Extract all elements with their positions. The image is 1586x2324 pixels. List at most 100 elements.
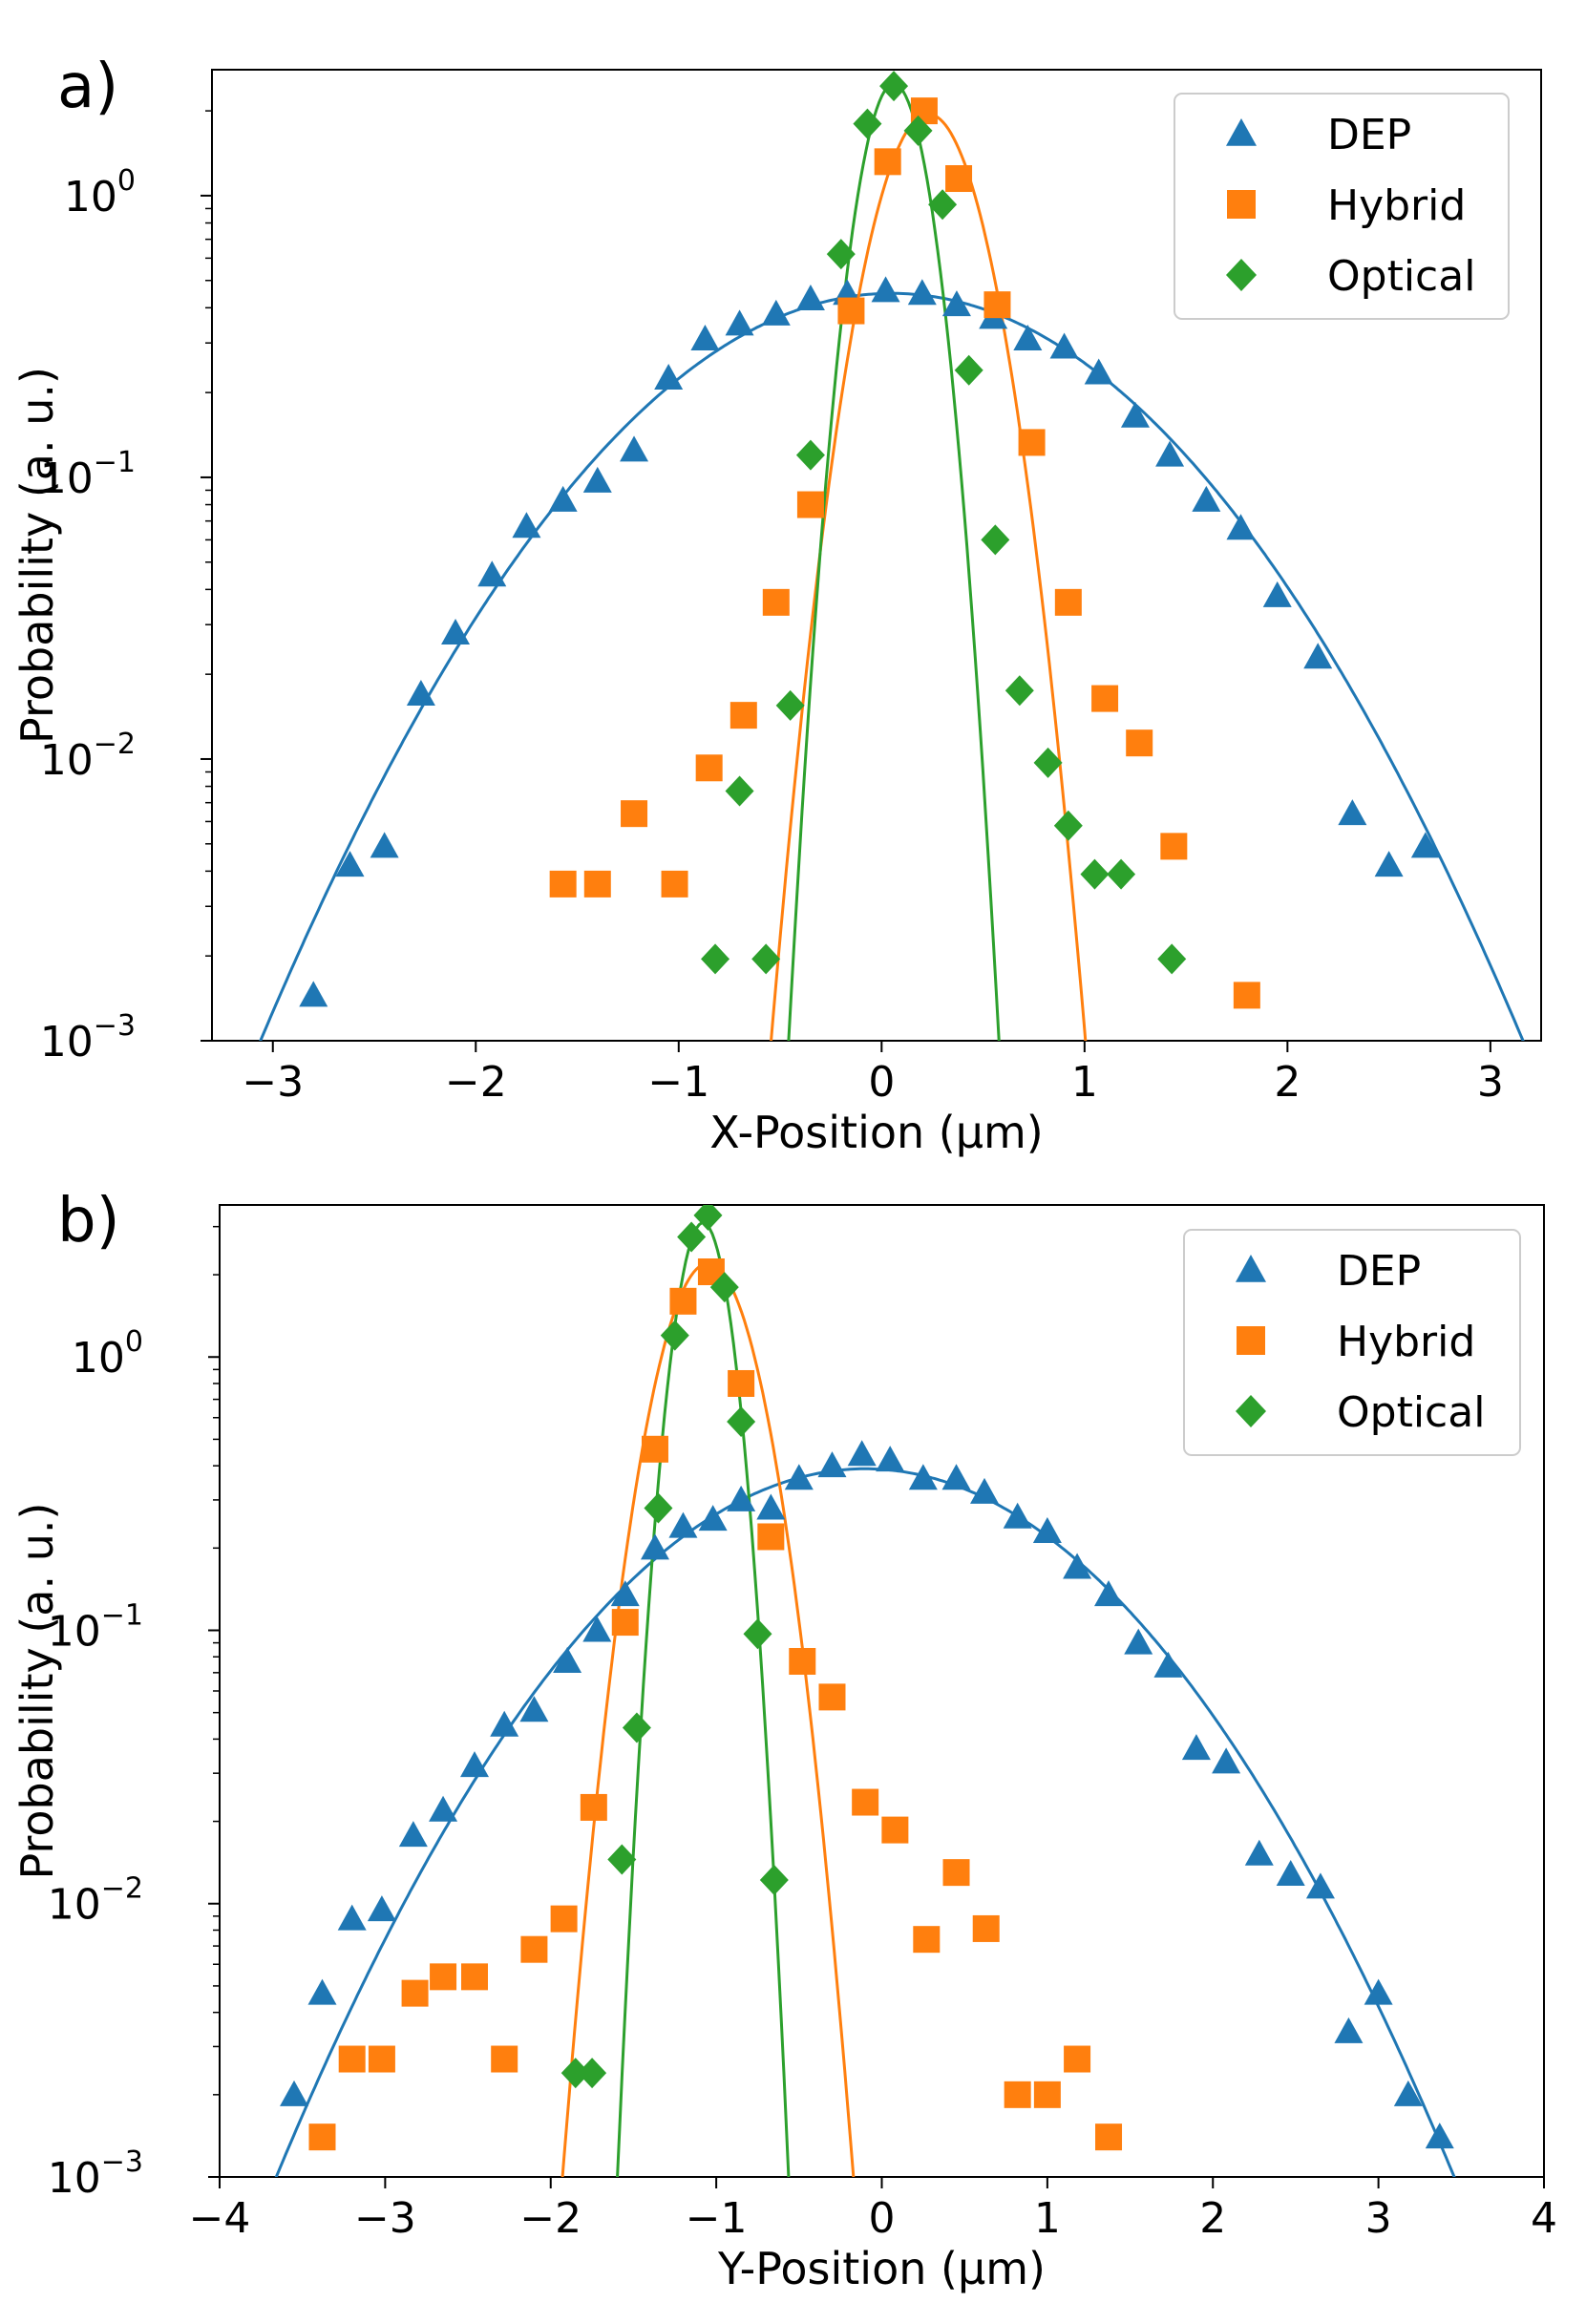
data-point-hybrid [611,1609,639,1637]
data-point-dep [756,1493,786,1520]
data-point-dep [1192,485,1221,512]
data-point-hybrid [983,291,1011,319]
x-tick-label: −4 [189,2194,251,2243]
data-point-dep [367,1895,396,1922]
y-tick-label: 10−2 [48,1872,143,1930]
y-tick-exponent: −3 [101,2145,143,2179]
data-point-dep [1305,1872,1335,1899]
x-tick-label: 3 [1365,2194,1392,2243]
data-point-dep [817,1451,847,1478]
data-point-optical [693,1205,723,1231]
y-tick-base: 10 [72,1334,125,1383]
x-tick-label: 4 [1531,2194,1557,2243]
data-point-hybrid [757,1523,785,1551]
data-point-hybrid [550,1905,578,1933]
y-tick-base: 10 [48,1607,101,1656]
data-point-optical [826,239,856,270]
data-point-dep [1155,440,1185,467]
fit-curve-dep [274,1467,1456,2177]
data-point-hybrid [1033,2081,1061,2108]
data-point-hybrid [1064,2045,1091,2073]
data-point-optical [644,1492,673,1524]
data-point-optical [981,524,1010,556]
y-tick-base: 10 [48,1881,101,1930]
data-point-dep [1262,581,1292,607]
data-point-hybrid [913,1926,941,1954]
data-point-hybrid [837,297,865,325]
data-point-dep [1374,851,1404,877]
legend-marker-hybrid [1237,1326,1265,1355]
fit-curve-optical [787,82,1001,1041]
data-point-optical [560,2058,590,2089]
data-point-dep [398,1821,428,1848]
data-point-dep [335,851,365,877]
x-tick-label: 1 [1071,1058,1098,1107]
data-point-dep [1244,1839,1274,1866]
legend-marker-hybrid [1227,190,1256,219]
y-tick-exponent: −2 [101,1872,143,1906]
plot-frame [211,69,1542,1042]
data-point-hybrid [669,1287,697,1315]
data-point-dep [512,512,541,539]
data-point-hybrid [1091,685,1119,712]
legend-label-dep: DEP [1337,1247,1421,1296]
legend-label-hybrid: Hybrid [1327,181,1466,230]
data-point-dep [908,1464,938,1490]
data-point-dep [429,1795,458,1822]
data-point-optical [853,108,882,139]
data-point-hybrid [874,148,901,176]
data-point-dep [490,1710,519,1737]
legend-label-optical: Optical [1337,1388,1485,1437]
data-point-dep [1334,2017,1364,2043]
y-tick-label: 10−3 [48,2145,143,2203]
x-tick-label: 2 [1199,2194,1226,2243]
data-point-hybrid [308,2123,336,2151]
data-point-optical [795,439,825,471]
y-tick-label: 10−1 [40,446,136,503]
data-point-optical [1107,858,1136,890]
x-tick-label: 1 [1034,2194,1061,2243]
panel-label: b) [57,1186,120,1257]
data-point-dep [1003,1502,1032,1529]
x-axis-label: X-Position (μm) [709,1107,1044,1158]
y-tick-label: 10−3 [40,1009,136,1067]
data-point-dep [1425,2123,1454,2149]
data-point-optical [743,1618,772,1650]
data-point-hybrid [583,870,611,898]
data-point-dep [519,1696,549,1722]
data-point-dep [1120,401,1150,428]
data-point-hybrid [730,702,757,729]
data-point-optical [928,189,958,221]
data-point-dep [1153,1651,1183,1678]
legend: DEP Hybrid Optical [1183,1229,1521,1456]
data-point-dep [871,276,900,303]
data-point-dep [1364,1978,1393,2005]
legend-label-hybrid: Hybrid [1337,1318,1475,1366]
data-point-dep [406,679,435,706]
y-tick-label: 100 [64,164,136,222]
data-point-dep [1226,514,1256,540]
data-point-dep [761,299,791,326]
y-tick-exponent: −2 [94,728,136,761]
data-point-optical [677,1221,707,1253]
data-point-optical [727,1405,756,1437]
data-point-hybrid [728,1369,755,1397]
data-point-hybrid [401,1979,429,2007]
data-point-optical [725,775,754,807]
y-tick-label: 10−2 [40,728,136,785]
data-point-optical [954,354,983,386]
data-point-dep [280,2080,309,2106]
data-point-dep [459,1751,489,1778]
x-tick-label: 3 [1477,1058,1504,1107]
data-point-hybrid [520,1935,548,1963]
data-point-hybrid [695,754,723,782]
fit-curve-hybrid [770,112,1088,1041]
data-point-dep [795,285,825,311]
plot-area [259,71,1525,1041]
data-point-hybrid [1004,2081,1031,2108]
data-point-dep [1303,643,1333,669]
data-point-optical [879,71,909,102]
x-tick-label: 0 [869,2194,896,2243]
